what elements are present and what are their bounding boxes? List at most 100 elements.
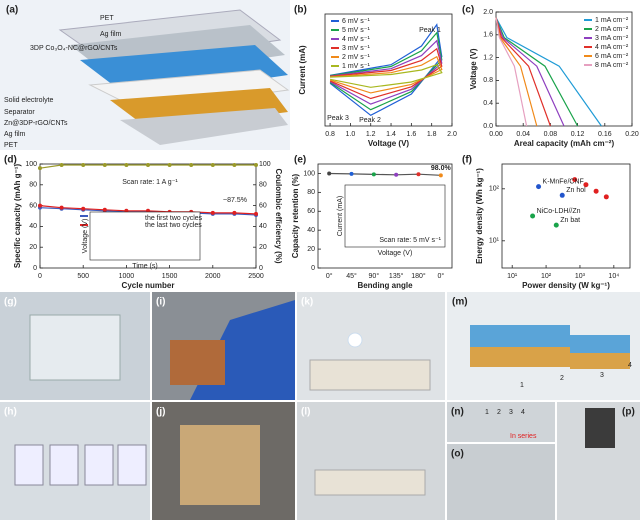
point (81, 206, 86, 211)
x-tick-label: 1.4 (386, 131, 396, 138)
multimeter (585, 408, 615, 448)
y-tick-label: 1.2 (483, 54, 493, 61)
legend-label: 5 mV s⁻¹ (342, 27, 370, 34)
x-tick-label: 0° (326, 272, 333, 280)
point (102, 207, 107, 212)
stack (570, 353, 630, 369)
panel-label: (p) (622, 407, 635, 418)
y-tick-label: 80 (29, 182, 37, 189)
point-label: Zn hol (566, 187, 586, 194)
led (347, 332, 363, 348)
x-tick-label: 2.0 (447, 131, 457, 138)
x-tick-label: 1.8 (427, 131, 437, 138)
annotation: ~87.5% (223, 197, 247, 204)
stack (570, 335, 630, 353)
point (593, 188, 599, 194)
point (530, 213, 536, 219)
panel-label: (n) (451, 407, 464, 418)
y-tick-label: 40 (29, 223, 37, 230)
x-tick-label: 0.08 (544, 131, 558, 138)
series-line (329, 172, 441, 176)
stack (470, 347, 570, 367)
point (167, 163, 172, 168)
device (309, 359, 431, 391)
layer-label: PET (100, 15, 114, 22)
cell-label: 1 (520, 382, 524, 389)
point (38, 203, 42, 208)
x-tick-label: 0.12 (571, 131, 585, 138)
y2-tick-label: 80 (259, 182, 267, 189)
panel-label: (k) (301, 297, 313, 308)
y2-tick-label: 0 (259, 265, 263, 272)
x-tick-label: 0° (437, 272, 444, 280)
x-tick-label: 0 (38, 273, 42, 280)
y-tick-label: 2.0 (483, 9, 493, 16)
y-axis-label: Capacity retention (%) (291, 173, 300, 258)
x-tick-label: 45° (346, 272, 357, 280)
y-tick-label: 100 (25, 161, 37, 168)
point (59, 205, 64, 210)
inset-legend: the first two cycles (145, 215, 203, 222)
layer-label: Zn@3DP-rGO/CNTs (4, 120, 68, 127)
x-tick-label: 10² (541, 273, 552, 280)
point (536, 184, 542, 190)
panel-label: (b) (294, 5, 307, 16)
y2-tick-label: 20 (259, 244, 267, 251)
y-tick-label: 10² (489, 186, 500, 193)
series-line (495, 17, 602, 127)
y-tick-label: 20 (29, 244, 37, 251)
x-tick-label: 1000 (119, 273, 135, 280)
bottom-layer (120, 108, 288, 145)
point (210, 163, 215, 168)
x-tick-label: 0.00 (489, 131, 503, 138)
point (232, 163, 237, 168)
x-tick-label: 10¹ (507, 273, 518, 280)
y-tick-label: 0.4 (483, 100, 493, 107)
layer-label: Solid electrolyte (4, 97, 54, 104)
value-label: 98.0% (431, 165, 452, 172)
panel-label: (l) (301, 407, 310, 418)
y2-tick-label: 60 (259, 202, 267, 209)
point-label: K-MnFe/CNF (543, 179, 584, 186)
panel-label: (h) (4, 407, 17, 418)
point (38, 166, 42, 171)
device (117, 444, 147, 486)
cell-label: 3 (600, 372, 604, 379)
cell-label: 3 (509, 409, 513, 416)
x-tick-label: 1.6 (406, 131, 416, 138)
x-tick-label: 2000 (205, 273, 221, 280)
inset-x-label: Time (s) (132, 263, 157, 270)
x-tick-label: 180° (411, 272, 426, 280)
legend-label: 3 mA cm⁻² (595, 35, 629, 42)
legend-label: 6 mA cm⁻² (595, 53, 629, 60)
y-axis-label: Specific capacity (mAh g⁻¹) (13, 164, 22, 269)
point (232, 210, 237, 215)
point (81, 163, 86, 168)
photo-o (447, 444, 555, 520)
annotation: Peak 2 (359, 117, 381, 124)
series-line (329, 23, 443, 117)
point (583, 182, 589, 188)
y-tick-label: 0 (33, 265, 37, 272)
x-tick-label: 0.8 (325, 131, 335, 138)
point (394, 172, 399, 177)
point (146, 163, 150, 168)
x-tick-label: 135° (389, 272, 404, 280)
device (14, 444, 44, 486)
point (371, 172, 376, 177)
legend-label: 1 mA cm⁻² (595, 17, 629, 24)
photos: (g) (h) (i) (j) (k) (l) (m) 1 2 3 4 (n) … (0, 292, 640, 520)
inset-y-label: Voltage (V) (82, 219, 89, 254)
panel-label: (j) (156, 407, 165, 418)
x-tick-label: 10⁴ (608, 273, 619, 280)
inset-frame (89, 211, 201, 261)
series-line (495, 17, 551, 127)
layer-label: Separator (4, 109, 35, 116)
plot-frame (495, 11, 633, 127)
series-line (329, 47, 443, 100)
y2-tick-label: 40 (259, 223, 267, 230)
legend-label: 3 mV s⁻¹ (342, 45, 370, 52)
panel-label: (a) (6, 5, 18, 16)
y-tick-label: 60 (29, 202, 37, 209)
annotation: Peak 1 (419, 27, 441, 34)
